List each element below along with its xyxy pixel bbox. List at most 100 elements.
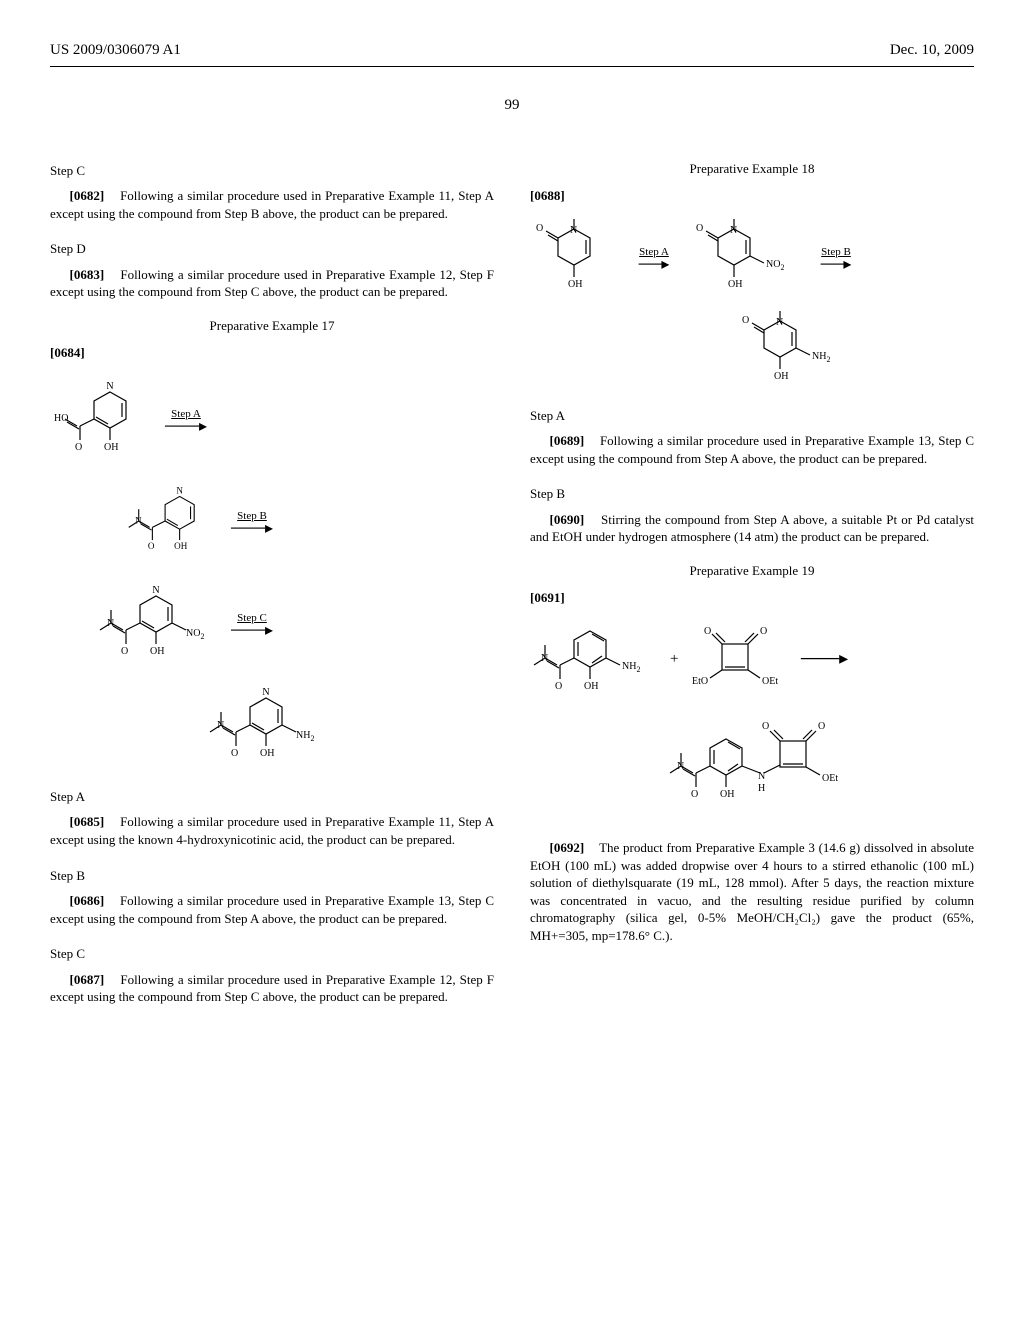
para-text: Following a similar procedure used in Pr… — [50, 188, 494, 221]
step-c-heading-17: Step C — [50, 945, 494, 963]
para-0690: [0690] Stirring the compound from Step A… — [530, 511, 974, 546]
step-a-arrow-18: Step A ──▸ — [624, 245, 684, 269]
molecule-aminophenol-amide: N O OH NH2 — [530, 619, 660, 699]
para-number: [0683] — [70, 267, 105, 282]
label-N: N — [570, 225, 577, 236]
label-O: O — [231, 748, 238, 759]
molecule-amino-amide: N N O OH NH2 — [196, 680, 336, 770]
label-O: O — [691, 789, 698, 800]
label-OH: OH — [174, 541, 188, 551]
molecule-diethylsquarate: O O EtO OEt — [688, 624, 788, 694]
label-OH: OH — [774, 371, 788, 382]
para-0691: [0691] — [530, 589, 974, 607]
label-O: O — [148, 541, 155, 551]
right-column: Preparative Example 18 [0688] N O OH — [530, 144, 974, 1018]
step-b-heading-18: Step B — [530, 485, 974, 503]
label-EtO: EtO — [692, 676, 708, 687]
molecule-dimethylamide: N N O OH — [116, 476, 216, 566]
label-O: O — [742, 315, 749, 326]
step-a-heading: Step A — [50, 788, 494, 806]
label-NO2: NO2 — [766, 259, 784, 272]
para-text: Following a similar procedure used in Pr… — [50, 267, 494, 300]
para-number: [0686] — [70, 893, 105, 908]
para-text: Following a similar procedure used in Pr… — [50, 972, 494, 1005]
plus-sign: + — [666, 649, 682, 669]
para-0682: [0682] Following a similar procedure use… — [50, 187, 494, 222]
label-O: O — [75, 442, 82, 453]
label-OEt: OEt — [822, 773, 838, 784]
molecule-pyridone-nh2: N O OH NH2 — [736, 309, 846, 389]
para-0688: [0688] — [530, 187, 974, 205]
label-HO: HO — [54, 413, 68, 424]
label-N: N — [135, 516, 142, 526]
scheme-18: N O OH Step A ──▸ N O — [530, 217, 974, 389]
prep-17-title: Preparative Example 17 — [50, 317, 494, 335]
publication-number: US 2009/0306079 A1 — [50, 40, 181, 60]
para-text: The product from Preparative Example 3 (… — [530, 840, 974, 943]
step-a-heading-18: Step A — [530, 407, 974, 425]
step-a-arrow: Step A ───▸ — [156, 407, 216, 431]
label-O: O — [536, 223, 543, 234]
label-OH: OH — [720, 789, 734, 800]
label-N: N — [730, 225, 737, 236]
label-O: O — [696, 223, 703, 234]
para-0684: [0684] — [50, 344, 494, 362]
para-number: [0682] — [70, 188, 105, 203]
label-O: O — [555, 681, 562, 692]
para-number: [0688] — [530, 188, 565, 203]
header-rule — [50, 66, 974, 67]
label-N: N — [541, 653, 548, 664]
para-0686: [0686] Following a similar procedure use… — [50, 892, 494, 927]
label-NH2: NH2 — [812, 351, 830, 364]
label-N: N — [152, 585, 159, 596]
two-column-layout: Step C [0682] Following a similar proced… — [50, 144, 974, 1018]
step-b-arrow-18: Step B ──▸ — [806, 245, 866, 269]
label-NH2: NH2 — [622, 661, 640, 674]
label-O: O — [760, 626, 767, 637]
para-text: Following a similar procedure used in Pr… — [530, 433, 974, 466]
label-N: N — [262, 687, 269, 698]
para-0689: [0689] Following a similar procedure use… — [530, 432, 974, 467]
page-number: 99 — [50, 95, 974, 115]
step-d-heading: Step D — [50, 240, 494, 258]
label-N: N — [107, 618, 114, 629]
para-number: [0684] — [50, 345, 85, 360]
label-N: N — [176, 486, 183, 496]
left-column: Step C [0682] Following a similar proced… — [50, 144, 494, 1018]
label-O: O — [762, 721, 769, 732]
publication-date: Dec. 10, 2009 — [890, 40, 974, 60]
label-N: N — [758, 771, 765, 782]
para-number: [0690] — [550, 512, 585, 527]
molecule-hydroxynicotinic-acid: N HO O OH — [50, 374, 150, 464]
para-text: Following a similar procedure used in Pr… — [50, 814, 494, 847]
label-OH: OH — [104, 442, 118, 453]
para-text: Stirring the compound from Step A above,… — [530, 512, 974, 545]
label-OEt: OEt — [762, 676, 778, 687]
molecule-pyridone-no2: N O OH NO2 — [690, 217, 800, 297]
label-O: O — [704, 626, 711, 637]
label-NO2: NO2 — [186, 628, 204, 641]
step-b-heading: Step B — [50, 867, 494, 885]
label-OH: OH — [584, 681, 598, 692]
para-number: [0691] — [530, 590, 565, 605]
molecule-pyridone-oh: N O OH — [530, 217, 618, 297]
label-N: N — [106, 381, 113, 392]
label-NH2: NH2 — [296, 730, 314, 743]
molecule-nitro-amide: N N O OH NO2 — [86, 578, 216, 668]
label-H: H — [758, 783, 765, 794]
para-0692: [0692] The product from Preparative Exam… — [530, 839, 974, 944]
para-number: [0685] — [70, 814, 105, 829]
page-header: US 2009/0306079 A1 Dec. 10, 2009 — [50, 40, 974, 60]
reaction-arrow: ───▸ — [794, 654, 854, 663]
scheme-17: N HO O OH Step A ───▸ — [50, 374, 494, 770]
prep-18-title: Preparative Example 18 — [530, 160, 974, 178]
label-N: N — [776, 317, 783, 328]
label-N: N — [677, 761, 684, 772]
para-number: [0692] — [550, 840, 585, 855]
label-O: O — [121, 646, 128, 657]
molecule-squaramide-product: N O OH N H O O OEt — [656, 711, 876, 821]
label-O: O — [818, 721, 825, 732]
para-0685: [0685] Following a similar procedure use… — [50, 813, 494, 848]
para-text: Following a similar procedure used in Pr… — [50, 893, 494, 926]
scheme-19: N O OH NH2 + O O EtO OEt — [530, 619, 974, 821]
